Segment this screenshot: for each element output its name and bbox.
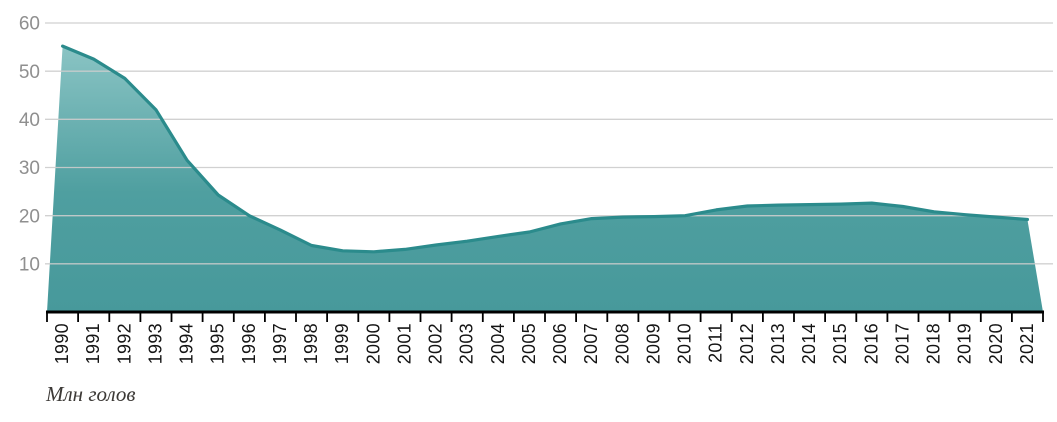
x-tick-label: 2008 [612, 323, 632, 364]
x-tick-label: 2019 [955, 323, 975, 364]
x-tick-label: 2002 [426, 323, 446, 364]
x-tick-label: 2004 [488, 323, 508, 364]
area-fill [47, 46, 1043, 312]
x-tick-label: 1992 [114, 323, 134, 364]
x-tick-label: 1999 [332, 323, 352, 364]
x-tick-label: 2007 [581, 323, 601, 364]
x-tick-label: 2015 [830, 323, 850, 364]
x-tick-label: 2012 [737, 323, 757, 364]
y-tick-label: 20 [19, 206, 40, 227]
x-tick-label: 2010 [675, 323, 695, 364]
x-tick-label: 2006 [550, 323, 570, 364]
x-tick-label: 2009 [643, 323, 663, 364]
x-tick-label: 2003 [457, 323, 477, 364]
y-tick-label: 40 [19, 110, 40, 131]
x-tick-label: 2017 [892, 323, 912, 364]
y-tick-label: 10 [19, 254, 40, 275]
x-tick-label: 1996 [239, 323, 259, 364]
x-tick-label: 1995 [208, 323, 228, 364]
x-tick-label: 2021 [1017, 323, 1037, 364]
x-tick-label: 1991 [83, 323, 103, 364]
x-tick-label: 2018 [924, 323, 944, 364]
x-tick-label: 2011 [706, 323, 726, 363]
x-tick-label: 1994 [177, 323, 197, 364]
x-tick-label: 2016 [861, 323, 881, 364]
y-tick-label: 30 [19, 158, 40, 179]
y-tick-label: 60 [19, 14, 40, 35]
x-tick-label: 2020 [986, 323, 1006, 364]
x-tick-label: 2014 [799, 323, 819, 364]
x-tick-label: 1997 [270, 323, 290, 364]
x-tick-label: 1990 [52, 323, 72, 364]
x-tick-label: 1998 [301, 323, 321, 364]
series-line [61, 44, 1029, 254]
y-axis-unit-label: Млн голов [46, 382, 136, 406]
x-tick-label: 2000 [363, 323, 383, 364]
x-tick-label: 1993 [145, 323, 165, 364]
x-tick-label: 2013 [768, 323, 788, 364]
y-tick-label: 50 [19, 62, 40, 83]
x-tick-label: 2001 [394, 323, 414, 364]
x-tick-label: 2005 [519, 323, 539, 364]
